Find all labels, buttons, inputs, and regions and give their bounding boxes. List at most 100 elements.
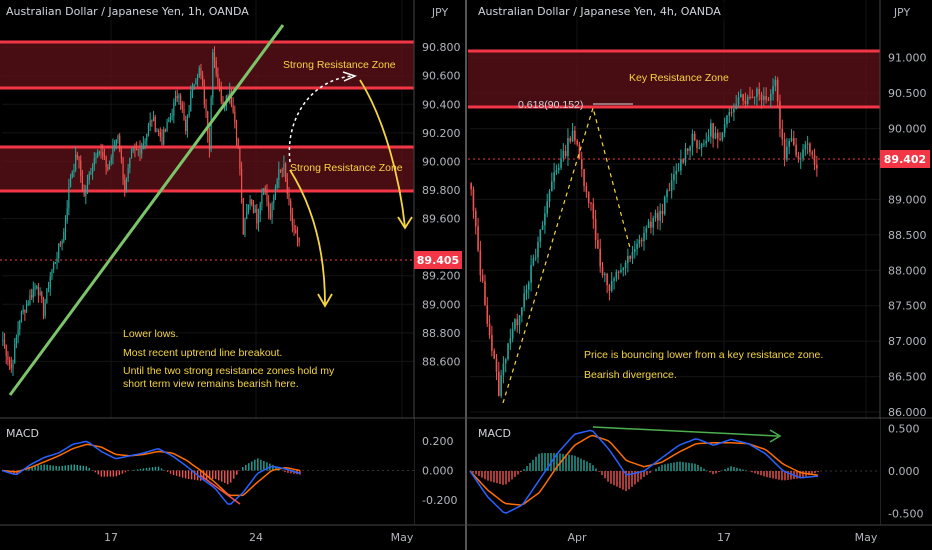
candle[interactable] <box>788 140 790 147</box>
candle[interactable] <box>127 168 129 179</box>
candle[interactable] <box>168 119 170 122</box>
candle[interactable] <box>244 219 246 235</box>
candle[interactable] <box>477 226 479 251</box>
candle[interactable] <box>64 220 67 233</box>
candle[interactable] <box>42 298 45 316</box>
candle[interactable] <box>726 115 728 125</box>
candle[interactable] <box>592 203 595 219</box>
candle[interactable] <box>654 212 657 219</box>
candle[interactable] <box>88 173 90 180</box>
candle[interactable] <box>178 95 180 99</box>
candle[interactable] <box>15 337 17 345</box>
candle[interactable] <box>597 239 599 249</box>
candle[interactable] <box>158 130 160 132</box>
candle[interactable] <box>551 181 553 192</box>
candle[interactable] <box>590 202 592 204</box>
candle[interactable] <box>516 319 519 326</box>
candle[interactable] <box>180 95 182 105</box>
candle[interactable] <box>19 321 21 330</box>
candle[interactable] <box>129 157 131 169</box>
candle[interactable] <box>673 174 675 181</box>
candle[interactable] <box>147 125 150 135</box>
candle[interactable] <box>9 360 11 364</box>
candle[interactable] <box>141 149 143 154</box>
candle[interactable] <box>680 159 682 171</box>
candle[interactable] <box>47 288 50 290</box>
candle[interactable] <box>633 249 636 253</box>
candle[interactable] <box>22 309 24 312</box>
candle[interactable] <box>813 154 816 165</box>
candle[interactable] <box>61 241 63 245</box>
candle[interactable] <box>202 75 204 87</box>
candle[interactable] <box>31 295 33 298</box>
candle[interactable] <box>166 121 168 131</box>
candle[interactable] <box>269 211 271 219</box>
candle[interactable] <box>49 276 51 289</box>
candle[interactable] <box>640 239 643 242</box>
candle[interactable] <box>769 94 772 101</box>
candle[interactable] <box>541 225 544 230</box>
candle[interactable] <box>97 152 99 158</box>
candle[interactable] <box>68 186 70 209</box>
candle[interactable] <box>488 323 491 336</box>
candle[interactable] <box>613 278 615 281</box>
candle[interactable] <box>684 148 687 163</box>
candle[interactable] <box>728 112 731 116</box>
candle[interactable] <box>657 212 659 221</box>
candle[interactable] <box>200 68 202 76</box>
candle[interactable] <box>799 158 802 160</box>
candle[interactable] <box>585 186 588 193</box>
candle[interactable] <box>171 115 173 117</box>
candle[interactable] <box>183 109 185 120</box>
candle[interactable] <box>164 129 166 131</box>
candle[interactable] <box>95 157 97 159</box>
candle[interactable] <box>83 189 85 196</box>
candle[interactable] <box>686 148 689 152</box>
candle[interactable] <box>521 307 523 316</box>
candle[interactable] <box>2 340 4 342</box>
candle[interactable] <box>567 138 569 157</box>
candle[interactable] <box>17 329 19 338</box>
candle[interactable] <box>296 233 299 239</box>
candle[interactable] <box>58 243 60 259</box>
candle[interactable] <box>293 225 295 231</box>
candle[interactable] <box>263 188 265 195</box>
candle[interactable] <box>20 311 23 322</box>
candle[interactable] <box>81 176 84 190</box>
candle[interactable] <box>32 289 34 298</box>
candle[interactable] <box>273 196 275 204</box>
candle[interactable] <box>181 104 183 110</box>
candle[interactable] <box>10 363 12 369</box>
candle[interactable] <box>792 138 795 145</box>
candle[interactable] <box>93 158 95 167</box>
candle[interactable] <box>670 180 673 191</box>
candle[interactable] <box>119 135 121 151</box>
candle[interactable] <box>624 262 627 268</box>
key-resistance-zone[interactable] <box>468 51 880 107</box>
candle[interactable] <box>91 166 94 173</box>
candle[interactable] <box>546 201 549 214</box>
candle[interactable] <box>636 243 638 250</box>
candle[interactable] <box>714 132 717 139</box>
candle[interactable] <box>502 363 505 376</box>
candle[interactable] <box>758 88 761 95</box>
candle[interactable] <box>207 111 209 135</box>
candle[interactable] <box>557 167 560 171</box>
candle[interactable] <box>247 204 249 213</box>
candle[interactable] <box>795 144 797 156</box>
candle[interactable] <box>710 123 712 137</box>
candle[interactable] <box>479 250 482 276</box>
candle[interactable] <box>753 96 756 98</box>
candle[interactable] <box>173 102 175 116</box>
candle[interactable] <box>27 303 29 305</box>
candle[interactable] <box>283 163 285 171</box>
candle[interactable] <box>739 94 742 98</box>
candle[interactable] <box>583 169 585 187</box>
candle[interactable] <box>86 179 89 192</box>
candle[interactable] <box>564 150 567 157</box>
candle[interactable] <box>195 80 197 85</box>
current-price-tag[interactable] <box>880 150 930 168</box>
candle[interactable] <box>257 214 260 224</box>
candle[interactable] <box>212 52 214 98</box>
candle[interactable] <box>587 192 590 203</box>
